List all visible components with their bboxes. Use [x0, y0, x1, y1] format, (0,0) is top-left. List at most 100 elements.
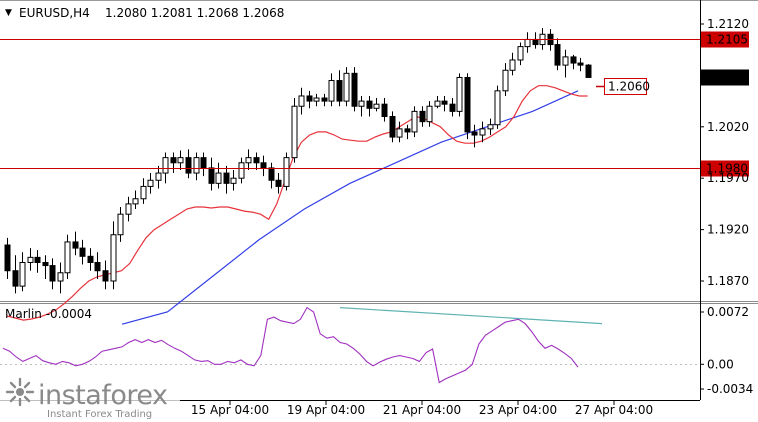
candle-body[interactable]: [42, 261, 49, 267]
collapse-arrow-icon[interactable]: ▼: [5, 8, 12, 18]
price-tick-label: 1.1870: [707, 274, 749, 288]
candle-body[interactable]: [79, 247, 86, 257]
candle-body[interactable]: [434, 100, 441, 107]
candle-body[interactable]: [419, 110, 426, 123]
candle-body[interactable]: [200, 157, 207, 169]
candle-body[interactable]: [585, 64, 592, 78]
candle-body[interactable]: [291, 105, 298, 159]
current-price-label: 1.2068: [706, 71, 748, 85]
slow-moving-average: [121, 90, 579, 325]
candle-body[interactable]: [570, 56, 577, 64]
candle-body[interactable]: [57, 272, 64, 282]
candle-body[interactable]: [532, 38, 539, 46]
candle-body[interactable]: [140, 185, 147, 200]
candle-body[interactable]: [502, 69, 509, 92]
candle-body[interactable]: [358, 100, 365, 107]
candle-body[interactable]: [64, 241, 71, 274]
candlestick-series[interactable]: [4, 28, 592, 294]
candle-body[interactable]: [321, 97, 328, 102]
candle-body[interactable]: [426, 105, 433, 123]
candle-body[interactable]: [34, 256, 41, 263]
candle-body[interactable]: [373, 103, 380, 109]
candle-body[interactable]: [94, 261, 101, 272]
candle-body[interactable]: [456, 76, 463, 112]
candle-body[interactable]: [253, 157, 260, 164]
candle-body[interactable]: [238, 162, 245, 179]
candle-body[interactable]: [494, 90, 501, 126]
candle-body[interactable]: [215, 172, 222, 184]
candle-body[interactable]: [517, 46, 524, 61]
price-tick-label: 1.2120: [707, 17, 749, 31]
horizontal-levels[interactable]: 1.2105 1.1980 1.2068 1.2060: [0, 31, 749, 177]
candle-body[interactable]: [404, 128, 411, 133]
oscillator-trend-line[interactable]: [339, 307, 603, 325]
target-marker-box[interactable]: [604, 78, 647, 95]
candle-body[interactable]: [162, 157, 169, 174]
candle-body[interactable]: [343, 72, 350, 102]
time-tick-label: 27 Apr 04:00: [575, 403, 653, 417]
candle-body[interactable]: [449, 103, 456, 112]
candle-body[interactable]: [351, 72, 358, 107]
candle-body[interactable]: [471, 131, 478, 136]
candle-body[interactable]: [487, 124, 494, 130]
candle-body[interactable]: [306, 95, 313, 102]
indicator-label: Marlin -0.0004: [5, 307, 92, 321]
candle-body[interactable]: [381, 103, 388, 118]
candle-body[interactable]: [87, 255, 94, 263]
time-tick-label: 23 Apr 04:00: [479, 403, 557, 417]
target-marker-label: 1.2060: [608, 80, 650, 94]
candle-body[interactable]: [524, 38, 531, 48]
candle-body[interactable]: [27, 256, 34, 263]
watermark-backdrop: [0, 374, 180, 422]
candle-body[interactable]: [155, 172, 162, 181]
candle-body[interactable]: [464, 76, 471, 133]
candle-body[interactable]: [479, 128, 486, 136]
candle-body[interactable]: [554, 44, 561, 66]
candle-body[interactable]: [170, 157, 177, 164]
candle-body[interactable]: [245, 157, 252, 164]
candle-body[interactable]: [260, 162, 267, 169]
candle-body[interactable]: [562, 56, 569, 66]
candle-body[interactable]: [577, 62, 584, 66]
candle-body[interactable]: [117, 213, 124, 236]
candle-body[interactable]: [223, 172, 230, 184]
candle-body[interactable]: [147, 179, 154, 187]
candle-body[interactable]: [177, 157, 184, 164]
candle-body[interactable]: [396, 128, 403, 138]
candle-body[interactable]: [110, 234, 117, 282]
level-price-label: 1.1980: [706, 162, 748, 176]
candle-body[interactable]: [12, 270, 19, 287]
candle-body[interactable]: [389, 116, 396, 138]
watermark-brand: instaforex: [38, 380, 168, 411]
candle-body[interactable]: [193, 157, 200, 174]
time-tick-label: 21 Apr 04:00: [383, 403, 461, 417]
candle-body[interactable]: [283, 157, 290, 187]
symbol-label: EURUSD,H4: [19, 6, 90, 20]
candle-body[interactable]: [298, 95, 305, 107]
candle-body[interactable]: [72, 241, 79, 249]
candle-body[interactable]: [411, 110, 418, 133]
candle-body[interactable]: [4, 244, 11, 272]
candle-body[interactable]: [441, 100, 448, 105]
candle-body[interactable]: [185, 157, 192, 174]
candle-body[interactable]: [208, 167, 215, 184]
candle-body[interactable]: [49, 265, 56, 282]
candle-body[interactable]: [19, 261, 26, 287]
candle-body[interactable]: [268, 167, 275, 181]
candle-body[interactable]: [509, 59, 516, 71]
candle-body[interactable]: [328, 80, 335, 102]
marlin-oscillator: 0.0072 0.00 -0.0034: [0, 305, 753, 396]
candle-body[interactable]: [125, 203, 132, 215]
time-axis: 15 Apr 04:00 19 Apr 04:00 21 Apr 04:00 23 A…: [191, 400, 653, 417]
candle-body[interactable]: [313, 97, 320, 102]
window-top-border: [0, 0, 758, 1]
time-tick-label: 19 Apr 04:00: [287, 403, 365, 417]
candle-body[interactable]: [102, 270, 109, 282]
candle-body[interactable]: [275, 179, 282, 187]
level-price-box: [701, 160, 749, 177]
candle-body[interactable]: [366, 100, 373, 109]
candle-body[interactable]: [230, 177, 237, 184]
candle-body[interactable]: [336, 80, 343, 102]
candle-body[interactable]: [132, 198, 139, 205]
